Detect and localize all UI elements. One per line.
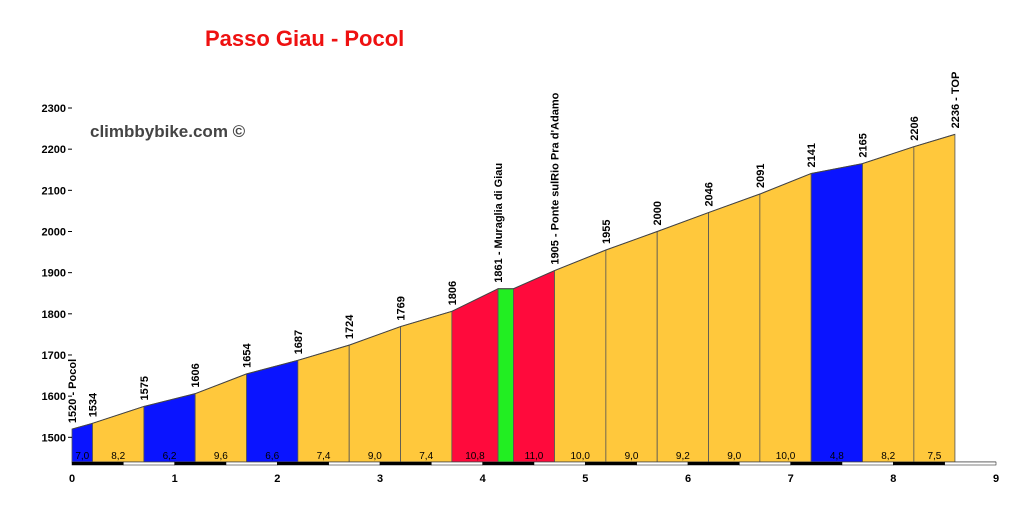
segment-10 [513,269,555,463]
y-tick-label-7: 2200 [42,144,66,156]
km-bar-0 [71,461,124,466]
profile-fill-layer: 7,0 8,2 6,2 9,6 6,6 7,4 9,0 7,4 10,8 11,0 10,0 9,0 9… [71,133,956,463]
gradient-label-5: 7,4 [317,451,331,462]
gradient-label-11: 10,0 [570,451,590,462]
km-bar-1 [123,461,175,466]
km-bar-13 [739,461,791,466]
y-tick-label-3: 1800 [42,309,66,321]
km-bar-3 [225,461,278,466]
brand-copyright: © [232,122,246,141]
elevation-label-9: 1861 - Muraglia di Giau [493,163,505,283]
chart-title: Passo Giau - Pocol [205,26,405,51]
x-tick-label-1: 1 [172,473,178,485]
segment-18 [913,133,956,463]
profile-line [71,133,956,430]
x-tick-label-5: 5 [582,473,588,485]
y-tick-label-4: 1900 [42,268,66,280]
gradient-label-17: 8,2 [881,451,895,462]
elevation-label-15: 2091 [755,164,767,188]
elevation-label-5: 1687 [293,330,305,354]
segment-14 [708,193,761,463]
x-tick-label-9: 9 [993,473,999,485]
brand-watermark: climbbybike.com © [90,122,245,142]
x-tick-label-2: 2 [274,473,280,485]
gradient-label-13: 9,2 [676,451,690,462]
elevation-label-11: 1905 - Ponte sulRio Pra d'Adamo [550,92,562,264]
segment-13 [656,211,709,463]
km-bar-15 [841,461,894,466]
km-bar-7 [431,461,483,466]
elevation-label-14: 2046 [704,182,716,206]
gradient-label-3: 9,6 [214,451,228,462]
segment-6 [348,326,401,463]
km-bar-8 [482,461,535,466]
elevation-label-7: 1769 [396,296,408,320]
gradient-label-1: 8,2 [111,451,125,462]
gradient-label-4: 6,6 [265,451,279,462]
km-bar-17 [944,461,997,466]
gradient-label-8: 10,8 [465,451,485,462]
elevation-label-12: 1955 [601,220,613,244]
y-tick-label-8: 2300 [42,103,66,115]
km-bar-5 [328,461,381,466]
gradient-label-18: 7,5 [927,451,941,462]
km-bar-2 [174,461,227,466]
segment-9 [497,288,514,463]
segment-4 [246,359,299,463]
km-bar-9 [533,461,586,466]
segment-3 [194,373,247,463]
elevation-label-16: 2141 [806,143,818,167]
elevation-label-layer: 1520 - Pocol 1534 1575 1606 1654 1687 1724 1769… [67,72,962,423]
elevation-label-19: 2236 - TOP [950,72,962,129]
elevation-label-13: 2000 [652,201,664,225]
x-tick-label-6: 6 [685,473,691,485]
gradient-label-6: 9,0 [368,451,382,462]
segment-12 [605,230,658,463]
segment-5 [297,344,350,463]
elevation-label-4: 1654 [242,343,254,368]
segment-7 [400,310,453,463]
elevation-label-1: 1534 [88,392,100,417]
elevation-label-3: 1606 [190,363,202,387]
km-bar-10 [585,461,637,466]
km-bar-11 [636,461,689,466]
brand-text: climbbybike.com [90,122,228,141]
y-tick-label-2: 1700 [42,350,66,362]
elevation-label-2: 1575 [139,376,151,400]
segment-16 [810,163,863,463]
km-bar-12 [687,461,740,466]
y-tick-label-0: 1500 [42,432,66,444]
x-tick-label-7: 7 [788,473,794,485]
gradient-label-16: 4,8 [830,451,844,462]
y-tick-label-1: 1600 [42,391,66,403]
gradient-label-15: 10,0 [776,451,796,462]
gradient-label-14: 9,0 [727,451,741,462]
km-bar-14 [790,461,843,466]
y-tick-label-5: 2000 [42,226,66,238]
km-bar-4 [277,461,329,466]
elevation-label-17: 2165 [858,133,870,157]
segment-17 [862,146,915,463]
elevation-label-18: 2206 [909,116,921,140]
x-tick-label-4: 4 [480,473,487,485]
elevation-label-8: 1806 [447,281,459,305]
segment-8 [451,288,499,463]
x-tick-label-8: 8 [890,473,896,485]
segment-15 [759,172,812,463]
gradient-label-12: 9,0 [625,451,639,462]
gradient-label-10: 11,0 [525,451,544,462]
elevation-label-0: 1520 - Pocol [67,359,79,423]
axes-layer: 1500 1600 1700 1800 1900 2000 2100 2200 2300 0 1 2 3… [42,103,1000,485]
x-tick-label-3: 3 [377,473,383,485]
gradient-label-0: 7,0 [75,451,89,462]
gradient-label-7: 7,4 [419,451,433,462]
km-bar-6 [379,461,432,466]
y-tick-label-6: 2100 [42,185,66,197]
segment-11 [554,249,607,463]
elevation-label-6: 1724 [344,314,356,339]
km-bar-16 [893,461,945,466]
x-tick-label-0: 0 [69,473,75,485]
gradient-label-2: 6,2 [163,451,177,462]
